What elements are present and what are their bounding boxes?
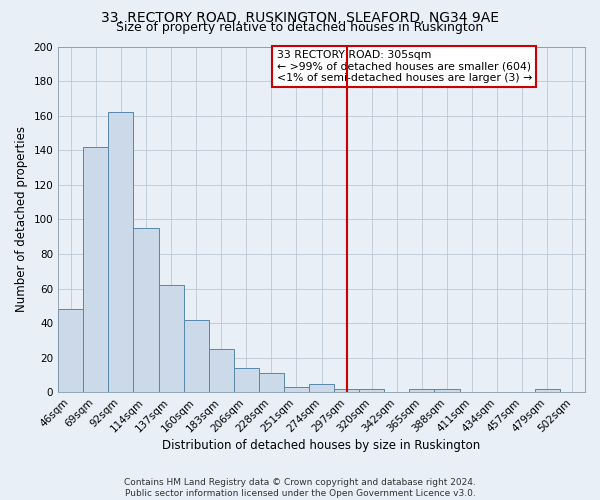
Bar bbox=[309, 384, 334, 392]
Bar bbox=[109, 112, 133, 392]
X-axis label: Distribution of detached houses by size in Ruskington: Distribution of detached houses by size … bbox=[163, 440, 481, 452]
Bar bbox=[184, 320, 209, 392]
Bar bbox=[535, 389, 560, 392]
Bar bbox=[334, 389, 359, 392]
Bar bbox=[209, 349, 234, 392]
Bar bbox=[284, 387, 309, 392]
Text: Size of property relative to detached houses in Ruskington: Size of property relative to detached ho… bbox=[116, 22, 484, 35]
Bar bbox=[158, 285, 184, 392]
Bar bbox=[434, 389, 460, 392]
Bar bbox=[359, 389, 385, 392]
Bar bbox=[83, 147, 109, 392]
Y-axis label: Number of detached properties: Number of detached properties bbox=[15, 126, 28, 312]
Bar bbox=[133, 228, 158, 392]
Bar bbox=[259, 373, 284, 392]
Bar bbox=[409, 389, 434, 392]
Bar bbox=[234, 368, 259, 392]
Text: Contains HM Land Registry data © Crown copyright and database right 2024.
Public: Contains HM Land Registry data © Crown c… bbox=[124, 478, 476, 498]
Bar bbox=[58, 310, 83, 392]
Text: 33, RECTORY ROAD, RUSKINGTON, SLEAFORD, NG34 9AE: 33, RECTORY ROAD, RUSKINGTON, SLEAFORD, … bbox=[101, 11, 499, 25]
Text: 33 RECTORY ROAD: 305sqm
← >99% of detached houses are smaller (604)
<1% of semi-: 33 RECTORY ROAD: 305sqm ← >99% of detach… bbox=[277, 50, 532, 83]
